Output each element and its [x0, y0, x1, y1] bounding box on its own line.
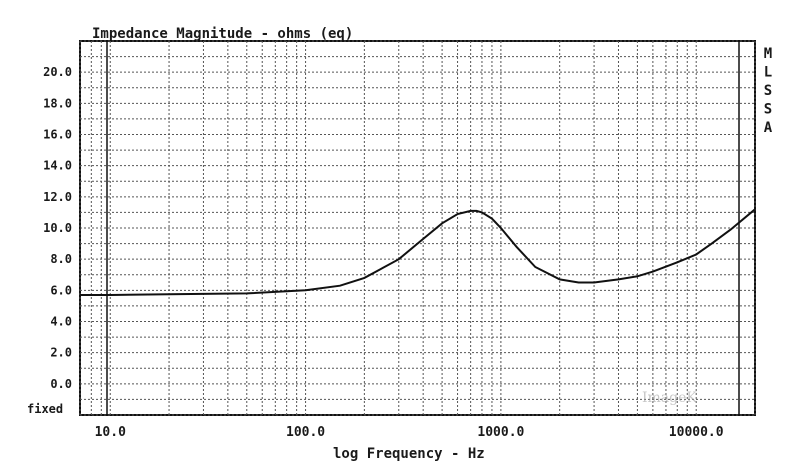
x-tick-label: 100.0 [286, 425, 325, 440]
side-label-letter: M [764, 46, 772, 62]
x-tick-label: 1000.0 [477, 425, 524, 440]
y-tick-label: 10.0 [43, 221, 72, 235]
y-tick-label: 12.0 [43, 190, 72, 204]
y-tick-label: 4.0 [50, 315, 72, 329]
x-axis-ticks: 10.0 100.0 1000.0 10000.0 [95, 425, 724, 440]
y-tick-label: 2.0 [50, 346, 72, 360]
x-tick-label: 10.0 [95, 425, 126, 440]
y-tick-label: 14.0 [43, 159, 72, 173]
side-label-letter: S [764, 102, 772, 118]
y-tick-label: 8.0 [50, 252, 72, 266]
series-line-impedance [80, 208, 756, 296]
y-tick-label: 0.0 [50, 377, 72, 391]
side-label-letter: A [764, 120, 773, 136]
y-axis-ticks: 20.0 18.0 16.0 14.0 12.0 10.0 8.0 6.0 4.0 2.0 0.0 [43, 65, 72, 391]
chart-title: Impedance Magnitude - ohms (eq) [92, 26, 353, 42]
y-tick-label: 16.0 [43, 128, 72, 142]
y-bottom-label: fixed [27, 402, 63, 416]
watermark: ImageK [642, 390, 697, 406]
y-tick-label: 18.0 [43, 96, 72, 110]
y-tick-label: 6.0 [50, 283, 72, 297]
y-tick-label: 20.0 [43, 65, 72, 79]
side-label-letter: S [764, 83, 772, 99]
x-axis-label: log Frequency - Hz [333, 446, 485, 462]
x-tick-label: 10000.0 [669, 425, 724, 440]
grid [79, 40, 756, 416]
side-label-letter: L [764, 65, 772, 81]
